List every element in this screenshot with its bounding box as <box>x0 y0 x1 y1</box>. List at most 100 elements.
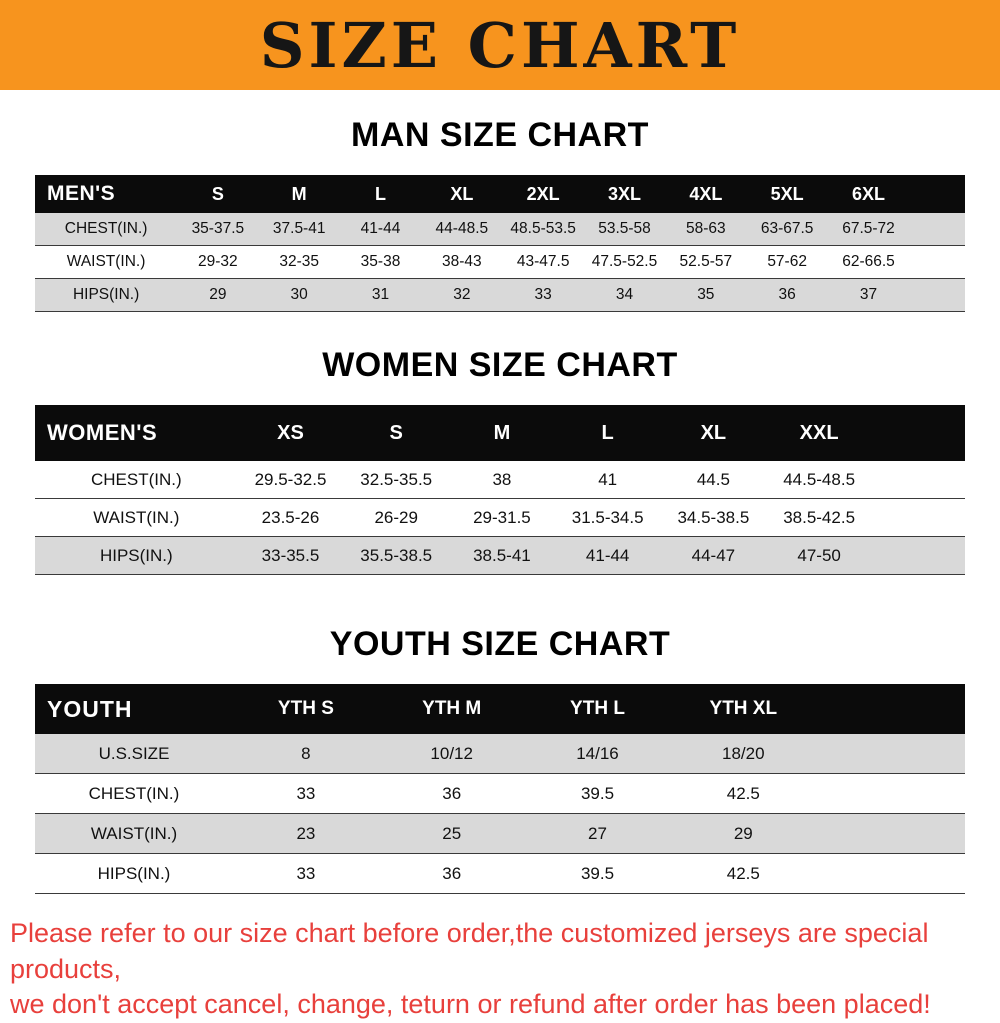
size-column-header: XXL <box>766 405 872 461</box>
size-column-header: 4XL <box>665 175 747 213</box>
size-value-cell: 30 <box>258 278 340 312</box>
empty-cell <box>872 536 965 575</box>
size-value-cell: 48.5-53.5 <box>502 213 584 246</box>
size-value-cell: 8 <box>233 734 379 774</box>
size-value-cell: 29-32 <box>177 245 259 279</box>
size-value-cell: 35.5-38.5 <box>343 536 450 575</box>
size-column-header: L <box>554 405 661 461</box>
women-size-table: WOMEN'S XS S M L XL XXL CHEST(IN.) 29.5-32.5 32.5… <box>35 405 965 575</box>
size-value-cell: 39.5 <box>524 773 671 814</box>
size-value-cell: 36 <box>378 773 525 814</box>
size-value-cell: 32.5-35.5 <box>343 461 450 499</box>
empty-cell <box>816 853 965 894</box>
size-value-cell: 62-66.5 <box>827 245 910 279</box>
size-value-cell: 29-31.5 <box>449 498 555 537</box>
size-value-cell: 33 <box>233 773 379 814</box>
size-value-cell: 26-29 <box>343 498 450 537</box>
measurement-row: HIPS(IN.) 33-35.5 35.5-38.5 38.5-41 41-44 44-… <box>35 536 965 575</box>
size-value-cell: 53.5-58 <box>583 213 666 246</box>
empty-cell <box>816 813 965 854</box>
row-label-cell: HIPS(IN.) <box>35 536 238 575</box>
size-value-cell: 39.5 <box>524 853 671 894</box>
size-column-header: XS <box>237 405 344 461</box>
size-column-header: S <box>343 405 450 461</box>
row-label-cell: WAIST(IN.) <box>35 498 238 537</box>
size-column-header: YTH XL <box>670 684 817 734</box>
header-row: MEN'S S M L XL 2XL 3XL 4XL 5XL 6XL <box>35 175 965 213</box>
size-value-cell: 36 <box>746 278 828 312</box>
row-label-cell: WAIST(IN.) <box>35 245 178 279</box>
youth-size-table: YOUTH YTH S YTH M YTH L YTH XL U.S.SIZE 8 10/12… <box>35 684 965 894</box>
size-value-cell: 32-35 <box>258 245 340 279</box>
footer-note: Please refer to our size chart before or… <box>0 916 1000 1023</box>
size-column-header: 5XL <box>746 175 828 213</box>
empty-cell <box>816 773 965 814</box>
table-name-cell: MEN'S <box>35 175 178 213</box>
size-value-cell: 29 <box>177 278 259 312</box>
size-value-cell: 47-50 <box>766 536 872 575</box>
size-value-cell: 33 <box>502 278 584 312</box>
size-value-cell: 23.5-26 <box>237 498 344 537</box>
measurement-row: WAIST(IN.) 23.5-26 26-29 29-31.5 31.5-34.5 34… <box>35 498 965 537</box>
empty-header-cell <box>816 684 965 734</box>
measurement-row: HIPS(IN.) 29 30 31 32 33 34 35 36 37 <box>35 278 965 312</box>
measurement-row: WAIST(IN.) 23 25 27 29 <box>35 813 965 854</box>
size-value-cell: 67.5-72 <box>827 213 910 246</box>
size-value-cell: 38 <box>449 461 555 499</box>
measurement-row: CHEST(IN.) 35-37.5 37.5-41 41-44 44-48.5 48.5… <box>35 213 965 246</box>
size-value-cell: 35-37.5 <box>177 213 259 246</box>
size-value-cell: 47.5-52.5 <box>583 245 666 279</box>
size-value-cell: 18/20 <box>670 734 817 774</box>
size-value-cell: 14/16 <box>524 734 671 774</box>
page-title: SIZE CHART <box>259 8 741 82</box>
size-value-cell: 44-48.5 <box>421 213 503 246</box>
footer-line-1: Please refer to our size chart before or… <box>10 918 929 984</box>
measurement-row: CHEST(IN.) 33 36 39.5 42.5 <box>35 773 965 814</box>
size-column-header: 6XL <box>827 175 910 213</box>
size-value-cell: 57-62 <box>746 245 828 279</box>
empty-cell <box>872 461 965 499</box>
measurement-row: WAIST(IN.) 29-32 32-35 35-38 38-43 43-47.5 47.… <box>35 245 965 279</box>
size-column-header: M <box>449 405 555 461</box>
size-value-cell: 10/12 <box>378 734 525 774</box>
size-value-cell: 34.5-38.5 <box>660 498 767 537</box>
table-name-cell: WOMEN'S <box>35 405 238 461</box>
men-section-title: MAN SIZE CHART <box>351 116 649 154</box>
size-value-cell: 37 <box>827 278 910 312</box>
empty-cell <box>909 278 965 312</box>
size-value-cell: 35-38 <box>339 245 422 279</box>
size-value-cell: 44.5 <box>660 461 767 499</box>
size-value-cell: 33-35.5 <box>237 536 344 575</box>
size-value-cell: 32 <box>421 278 503 312</box>
empty-header-cell <box>872 405 965 461</box>
size-column-header: S <box>177 175 259 213</box>
size-column-header: XL <box>660 405 767 461</box>
size-value-cell: 38.5-42.5 <box>766 498 872 537</box>
footer-line-2: we don't accept cancel, change, teturn o… <box>10 989 931 1020</box>
empty-cell <box>816 734 965 774</box>
empty-cell <box>909 245 965 279</box>
size-value-cell: 27 <box>524 813 671 854</box>
size-value-cell: 63-67.5 <box>746 213 828 246</box>
size-value-cell: 41 <box>554 461 661 499</box>
size-value-cell: 33 <box>233 853 379 894</box>
size-value-cell: 38.5-41 <box>449 536 555 575</box>
size-value-cell: 41-44 <box>339 213 422 246</box>
row-label-cell: U.S.SIZE <box>35 734 233 774</box>
row-label-cell: CHEST(IN.) <box>35 213 178 246</box>
size-value-cell: 35 <box>665 278 747 312</box>
size-value-cell: 31.5-34.5 <box>554 498 661 537</box>
women-section-title: WOMEN SIZE CHART <box>322 346 678 384</box>
row-label-cell: CHEST(IN.) <box>35 461 238 499</box>
size-value-cell: 58-63 <box>665 213 747 246</box>
size-value-cell: 42.5 <box>670 773 817 814</box>
size-value-cell: 44.5-48.5 <box>766 461 872 499</box>
size-value-cell: 31 <box>339 278 422 312</box>
size-column-header: YTH S <box>233 684 379 734</box>
measurement-row: HIPS(IN.) 33 36 39.5 42.5 <box>35 853 965 894</box>
table-name-cell: YOUTH <box>35 684 233 734</box>
size-value-cell: 37.5-41 <box>258 213 340 246</box>
size-value-cell: 41-44 <box>554 536 661 575</box>
row-label-cell: WAIST(IN.) <box>35 813 233 854</box>
size-column-header: XL <box>421 175 503 213</box>
